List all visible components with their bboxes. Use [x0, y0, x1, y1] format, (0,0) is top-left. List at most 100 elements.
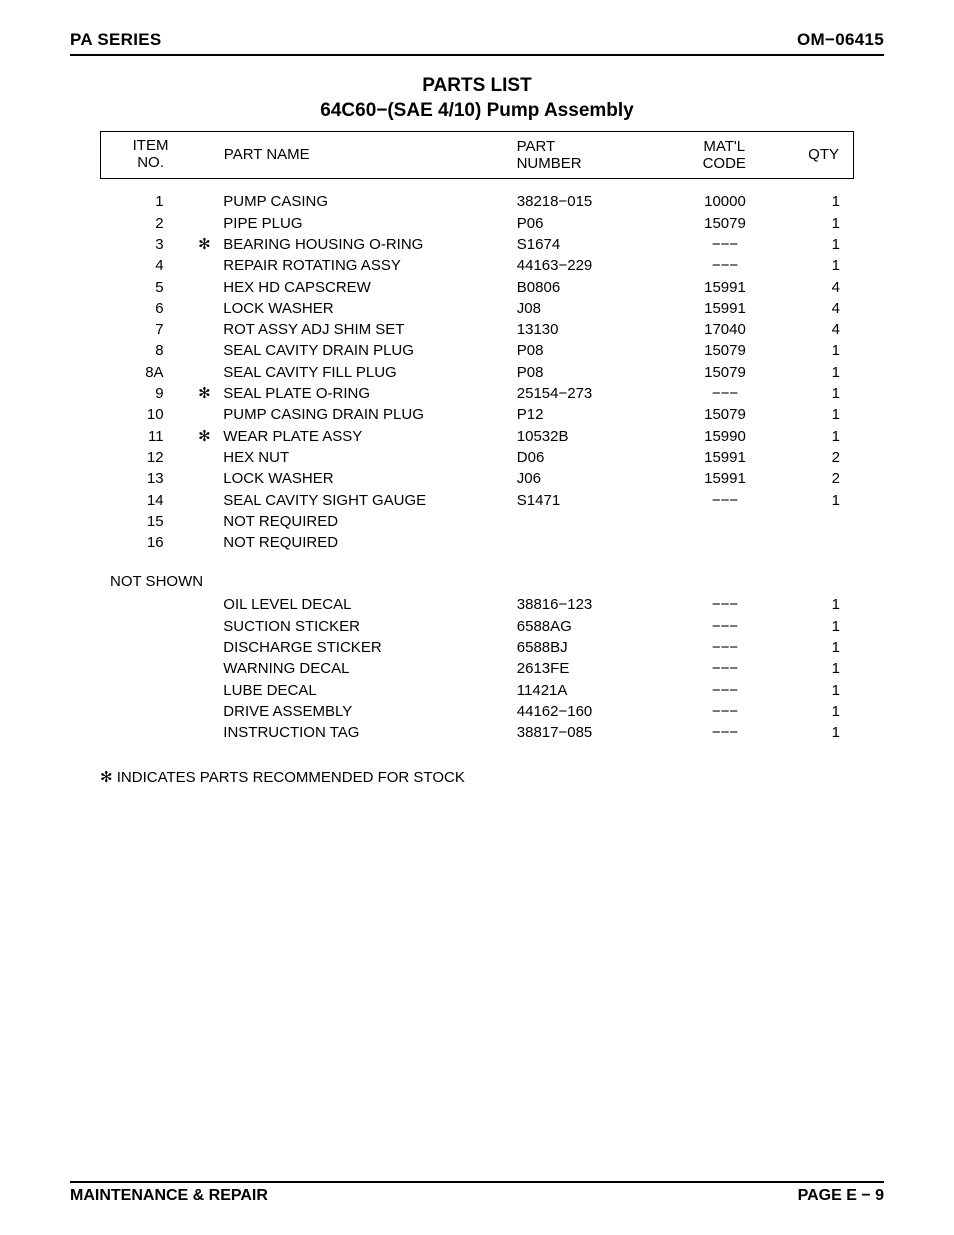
cell-item: 15 — [110, 511, 190, 532]
cell-qty: 1 — [784, 404, 844, 425]
table-row: SUCTION STICKER6588AG−−−1 — [110, 616, 844, 637]
cell-qty: 1 — [784, 426, 844, 447]
cell-star-icon — [190, 511, 220, 532]
table-row: 3✻BEARING HOUSING O-RINGS1674−−−1 — [110, 234, 844, 255]
cell-qty: 1 — [784, 191, 844, 212]
cell-star-icon — [190, 658, 220, 679]
cell-qty: 2 — [784, 468, 844, 489]
cell-part: 11421A — [517, 680, 666, 701]
not-shown-body: OIL LEVEL DECAL38816−123−−−1SUCTION STIC… — [110, 594, 844, 743]
cell-part: 25154−273 — [517, 383, 666, 404]
table-row: 11✻WEAR PLATE ASSY10532B159901 — [110, 426, 844, 447]
cell-part: P06 — [517, 213, 666, 234]
cell-qty: 1 — [784, 234, 844, 255]
cell-matl: −−− — [666, 658, 785, 679]
cell-qty: 1 — [784, 722, 844, 743]
cell-star-icon — [190, 277, 220, 298]
col-header-matl-l1: MAT'L — [703, 138, 745, 155]
cell-name: SEAL CAVITY DRAIN PLUG — [219, 340, 516, 361]
cell-qty: 1 — [784, 637, 844, 658]
cell-part: 44163−229 — [517, 255, 666, 276]
table-row: 1PUMP CASING38218−015100001 — [110, 191, 844, 212]
cell-matl: 15991 — [666, 298, 785, 319]
vertical-spacer — [70, 786, 884, 1178]
cell-name: OIL LEVEL DECAL — [219, 594, 516, 615]
cell-name: WARNING DECAL — [219, 658, 516, 679]
cell-qty: 1 — [784, 594, 844, 615]
page-footer: MAINTENANCE & REPAIR PAGE E − 9 — [70, 1187, 884, 1205]
cell-qty: 1 — [784, 680, 844, 701]
table-row: 5HEX HD CAPSCREWB0806159914 — [110, 277, 844, 298]
cell-star-icon — [190, 468, 220, 489]
col-header-name: PART NAME — [220, 138, 517, 172]
table-row: 2PIPE PLUGP06150791 — [110, 213, 844, 234]
cell-matl: −−− — [666, 383, 785, 404]
table-row: 8SEAL CAVITY DRAIN PLUGP08150791 — [110, 340, 844, 361]
cell-name: PUMP CASING DRAIN PLUG — [219, 404, 516, 425]
cell-name: LOCK WASHER — [219, 298, 516, 319]
cell-qty: 1 — [784, 490, 844, 511]
cell-name: REPAIR ROTATING ASSY — [219, 255, 516, 276]
cell-item — [110, 680, 190, 701]
cell-star-icon — [190, 701, 220, 722]
cell-item: 10 — [110, 404, 190, 425]
cell-part: J08 — [517, 298, 666, 319]
cell-name: INSTRUCTION TAG — [219, 722, 516, 743]
page-root: PA SERIES OM−06415 PARTS LIST 64C60−(SAE… — [0, 0, 954, 1235]
cell-matl: −−− — [666, 637, 785, 658]
cell-item: 6 — [110, 298, 190, 319]
table-header-row: ITEM NO. PART NAME PART NUMBER MAT'L COD… — [101, 132, 853, 178]
cell-name: NOT REQUIRED — [219, 532, 516, 553]
not-shown-section: NOT SHOWN OIL LEVEL DECAL38816−123−−−1SU… — [100, 559, 854, 749]
cell-item — [110, 658, 190, 679]
cell-star-icon: ✻ — [190, 426, 220, 447]
cell-star-icon: ✻ — [190, 234, 220, 255]
table-row: LUBE DECAL11421A−−−1 — [110, 680, 844, 701]
cell-matl: −−− — [666, 490, 785, 511]
cell-item: 1 — [110, 191, 190, 212]
col-header-part: PART NUMBER — [517, 138, 665, 172]
cell-part: S1471 — [517, 490, 666, 511]
table-row: 4REPAIR ROTATING ASSY44163−229−−−1 — [110, 255, 844, 276]
cell-item: 8A — [110, 362, 190, 383]
cell-star-icon — [190, 637, 220, 658]
cell-name: DRIVE ASSEMBLY — [219, 701, 516, 722]
cell-qty: 1 — [784, 362, 844, 383]
col-header-qty: QTY — [784, 138, 843, 172]
cell-name: SEAL CAVITY FILL PLUG — [219, 362, 516, 383]
cell-star-icon — [190, 191, 220, 212]
cell-name: BEARING HOUSING O-RING — [219, 234, 516, 255]
header-rule — [70, 54, 884, 56]
cell-matl: 15079 — [666, 213, 785, 234]
table-row: INSTRUCTION TAG38817−085−−−1 — [110, 722, 844, 743]
cell-part: P08 — [517, 362, 666, 383]
table-row: 12HEX NUTD06159912 — [110, 447, 844, 468]
col-header-part-l2: NUMBER — [517, 155, 582, 172]
cell-part: 38816−123 — [517, 594, 666, 615]
cell-matl — [666, 532, 785, 553]
col-header-matl-l2: CODE — [703, 155, 746, 172]
cell-part: 44162−160 — [517, 701, 666, 722]
cell-part: 38218−015 — [517, 191, 666, 212]
cell-star-icon — [190, 594, 220, 615]
cell-item: 4 — [110, 255, 190, 276]
cell-matl: 15991 — [666, 447, 785, 468]
cell-star-icon — [190, 213, 220, 234]
cell-star-icon — [190, 255, 220, 276]
cell-star-icon: ✻ — [190, 383, 220, 404]
cell-name: LUBE DECAL — [219, 680, 516, 701]
table-row: 14SEAL CAVITY SIGHT GAUGES1471−−−1 — [110, 490, 844, 511]
cell-matl: 15079 — [666, 404, 785, 425]
cell-matl: 15079 — [666, 340, 785, 361]
footer-left: MAINTENANCE & REPAIR — [70, 1187, 268, 1205]
title-block: PARTS LIST 64C60−(SAE 4/10) Pump Assembl… — [70, 74, 884, 123]
cell-name: PUMP CASING — [219, 191, 516, 212]
cell-qty: 4 — [784, 298, 844, 319]
table-row: 8ASEAL CAVITY FILL PLUGP08150791 — [110, 362, 844, 383]
cell-matl: −−− — [666, 255, 785, 276]
cell-star-icon — [190, 340, 220, 361]
cell-qty: 4 — [784, 277, 844, 298]
cell-name: HEX HD CAPSCREW — [219, 277, 516, 298]
stock-footnote: ✻ INDICATES PARTS RECOMMENDED FOR STOCK — [100, 768, 854, 786]
cell-item: 2 — [110, 213, 190, 234]
